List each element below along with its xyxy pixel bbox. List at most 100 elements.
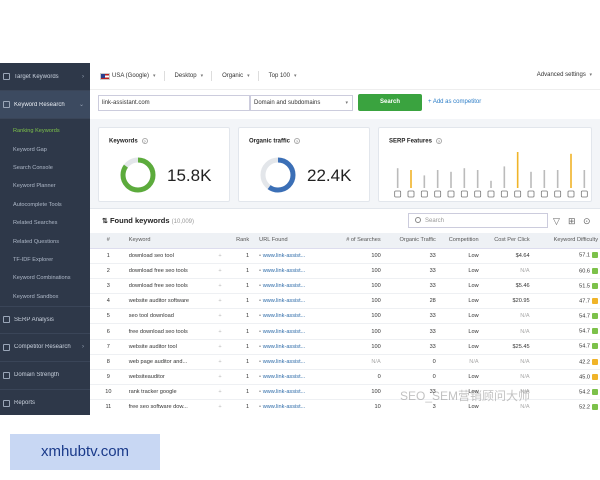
- table-row[interactable]: 11 free seo software dow... +1 ▪ www.link-a…: [90, 399, 600, 415]
- cell-url: ▪ www.link-assist...: [251, 339, 323, 355]
- add-keyword-button[interactable]: +: [214, 308, 226, 325]
- filter-icon[interactable]: ▽: [553, 216, 560, 226]
- serp-feature-icon[interactable]: [500, 190, 508, 198]
- chevron-right-icon: ›: [82, 344, 84, 351]
- add-keyword-button[interactable]: +: [214, 369, 226, 386]
- advanced-settings-label: Advanced settings: [536, 72, 586, 78]
- grid-icon[interactable]: ⊞: [568, 216, 576, 226]
- cell-searches: 100: [322, 278, 383, 295]
- serp-feature-icon[interactable]: [540, 190, 548, 198]
- table-row[interactable]: 5 seo tool download +1 ▪ www.link-assist...…: [90, 308, 600, 325]
- col-header-keyword-difficulty[interactable]: Keyword Difficulty: [531, 233, 600, 249]
- table-row[interactable]: 4 website auditor software +1 ▪ www.link-as…: [90, 293, 600, 310]
- sidebar-subitem-keyword-sandbox[interactable]: Keyword Sandbox: [13, 293, 59, 300]
- serp-feature-icon[interactable]: [434, 190, 442, 198]
- sidebar-item-keyword-research[interactable]: Keyword Research ⌄: [0, 91, 90, 119]
- sidebar-subitem-related-searches[interactable]: Related Searches: [13, 220, 58, 227]
- sidebar-subitem-keyword-combinations[interactable]: Keyword Combinations: [13, 275, 71, 282]
- serp-feature-icon[interactable]: [420, 190, 428, 198]
- serp-feature-icon[interactable]: [407, 190, 415, 198]
- table-row[interactable]: 1 download seo tool +1 ▪ www.link-assist...…: [90, 248, 600, 264]
- col-header-number[interactable]: #: [90, 233, 127, 249]
- advanced-settings-button[interactable]: Advanced settings ▾: [537, 72, 592, 78]
- export-icon[interactable]: ⊙: [583, 216, 591, 226]
- table-row[interactable]: 7 website auditor tool +1 ▪ www.link-assist…: [90, 339, 600, 355]
- traffic-card-title: Organic traffic?: [249, 138, 301, 145]
- sidebar-item-serp-analysis[interactable]: SERP Analysis: [0, 305, 90, 334]
- sidebar-item-domain-strength[interactable]: Domain Strength: [0, 362, 90, 390]
- col-header-keyword[interactable]: Keyword: [126, 233, 215, 249]
- table-row[interactable]: 6 free download seo tools +1 ▪ www.link-ass…: [90, 323, 600, 340]
- search-button[interactable]: Search: [358, 94, 422, 111]
- serp-feature-icon[interactable]: [554, 190, 562, 198]
- lock-icon: ▪: [259, 267, 263, 274]
- col-header-rank[interactable]: Rank: [225, 233, 252, 249]
- country-filter[interactable]: USA (Google) ▾: [100, 72, 156, 80]
- add-keyword-button[interactable]: +: [214, 384, 226, 401]
- help-icon[interactable]: ?: [141, 138, 148, 144]
- serp-feature-icon[interactable]: [567, 190, 575, 198]
- col-header-url-found[interactable]: URL Found: [251, 233, 323, 249]
- cell-cpc: N/A: [480, 308, 532, 325]
- sidebar-item-label: Target Keywords: [14, 73, 59, 80]
- serp-feature-icon[interactable]: [487, 190, 495, 198]
- cell-kd: 54.7: [531, 308, 600, 325]
- scope-select[interactable]: Domain and subdomains ▾: [250, 95, 353, 111]
- cell-comp: Low: [437, 369, 481, 386]
- serp-feature-bar: [530, 171, 532, 188]
- add-keyword-button[interactable]: +: [214, 293, 226, 310]
- cell-cpc: N/A: [480, 369, 532, 386]
- col-header-competition[interactable]: Competition: [437, 233, 481, 249]
- add-keyword-button[interactable]: +: [214, 354, 226, 371]
- serp-feature-icon[interactable]: [580, 190, 588, 198]
- sidebar-subitem-keyword-planner[interactable]: Keyword Planner: [13, 183, 56, 190]
- found-keywords-count: (10,009): [171, 219, 195, 225]
- table-row[interactable]: 8 web page auditor and... +1 ▪ www.link-ass…: [90, 354, 600, 371]
- sidebar-item-target-keywords[interactable]: Target Keywords ›: [0, 63, 90, 91]
- col-header-organic-traffic[interactable]: Organic Traffic: [382, 233, 438, 249]
- cell-n: 1: [90, 248, 127, 264]
- serp-feature-icon[interactable]: [460, 190, 468, 198]
- cell-cpc: N/A: [480, 323, 532, 340]
- sidebar-subitem-autocomplete-tools[interactable]: Autocomplete Tools: [13, 201, 62, 208]
- table-row[interactable]: 10 rank tracker google +1 ▪ www.link-assist…: [90, 384, 600, 401]
- serp-feature-bar: [463, 168, 466, 188]
- col-header-add: [214, 233, 226, 249]
- sidebar-item-competitor-research[interactable]: Competitor Research ›: [0, 334, 90, 362]
- sidebar-subitem-tf-idf-explorer[interactable]: TF-IDF Explorer: [13, 256, 54, 263]
- add-competitor-link[interactable]: + Add as competitor: [428, 99, 482, 105]
- serp-feature-icon[interactable]: [447, 190, 455, 198]
- table-row[interactable]: 2 download free seo tools +1 ▪ www.link-ass…: [90, 263, 600, 279]
- help-icon[interactable]: ?: [435, 138, 442, 144]
- cell-url: ▪ www.link-assist...: [251, 263, 323, 279]
- help-icon[interactable]: ?: [294, 138, 301, 144]
- domain-input[interactable]: link-assistant.com: [98, 95, 250, 111]
- sidebar-subitem-related-questions[interactable]: Related Questions: [13, 238, 60, 245]
- add-keyword-button[interactable]: +: [214, 399, 226, 415]
- reports-icon: [3, 399, 10, 407]
- sidebar-item-reports[interactable]: Reports: [0, 390, 90, 415]
- col-header-cpc[interactable]: Cost Per Click: [480, 233, 532, 249]
- add-keyword-button[interactable]: +: [214, 278, 226, 295]
- top-filter[interactable]: Top 100 ▾: [269, 73, 297, 79]
- device-filter[interactable]: Desktop ▾: [175, 73, 204, 79]
- sort-icon[interactable]: ⇅: [102, 218, 108, 225]
- table-row[interactable]: 3 download free seo tools +1 ▪ www.link-ass…: [90, 278, 600, 295]
- cell-rank: 1: [225, 354, 252, 371]
- serp-feature-icon[interactable]: [394, 190, 402, 198]
- sidebar-subitem-search-console[interactable]: Search Console: [13, 164, 53, 171]
- table-row[interactable]: 9 websiteauditor +1 ▪ www.link-assist... 0 0 L…: [90, 369, 600, 386]
- sidebar-subitem-ranking-keywords[interactable]: Ranking Keywords: [13, 128, 60, 135]
- keyword-search-input[interactable]: Search: [408, 213, 548, 228]
- add-keyword-button[interactable]: +: [214, 339, 226, 355]
- add-keyword-button[interactable]: +: [214, 248, 226, 264]
- col-header-searches[interactable]: # of Searches: [322, 233, 383, 249]
- serp-feature-icon[interactable]: [474, 190, 482, 198]
- add-keyword-button[interactable]: +: [214, 263, 226, 279]
- add-keyword-button[interactable]: +: [214, 323, 226, 340]
- sidebar-item-label: Reports: [14, 400, 36, 407]
- serp-feature-icon[interactable]: [514, 190, 522, 198]
- type-filter[interactable]: Organic ▾: [222, 73, 250, 79]
- serp-feature-icon[interactable]: [527, 190, 535, 198]
- sidebar-subitem-keyword-gap[interactable]: Keyword Gap: [13, 146, 47, 153]
